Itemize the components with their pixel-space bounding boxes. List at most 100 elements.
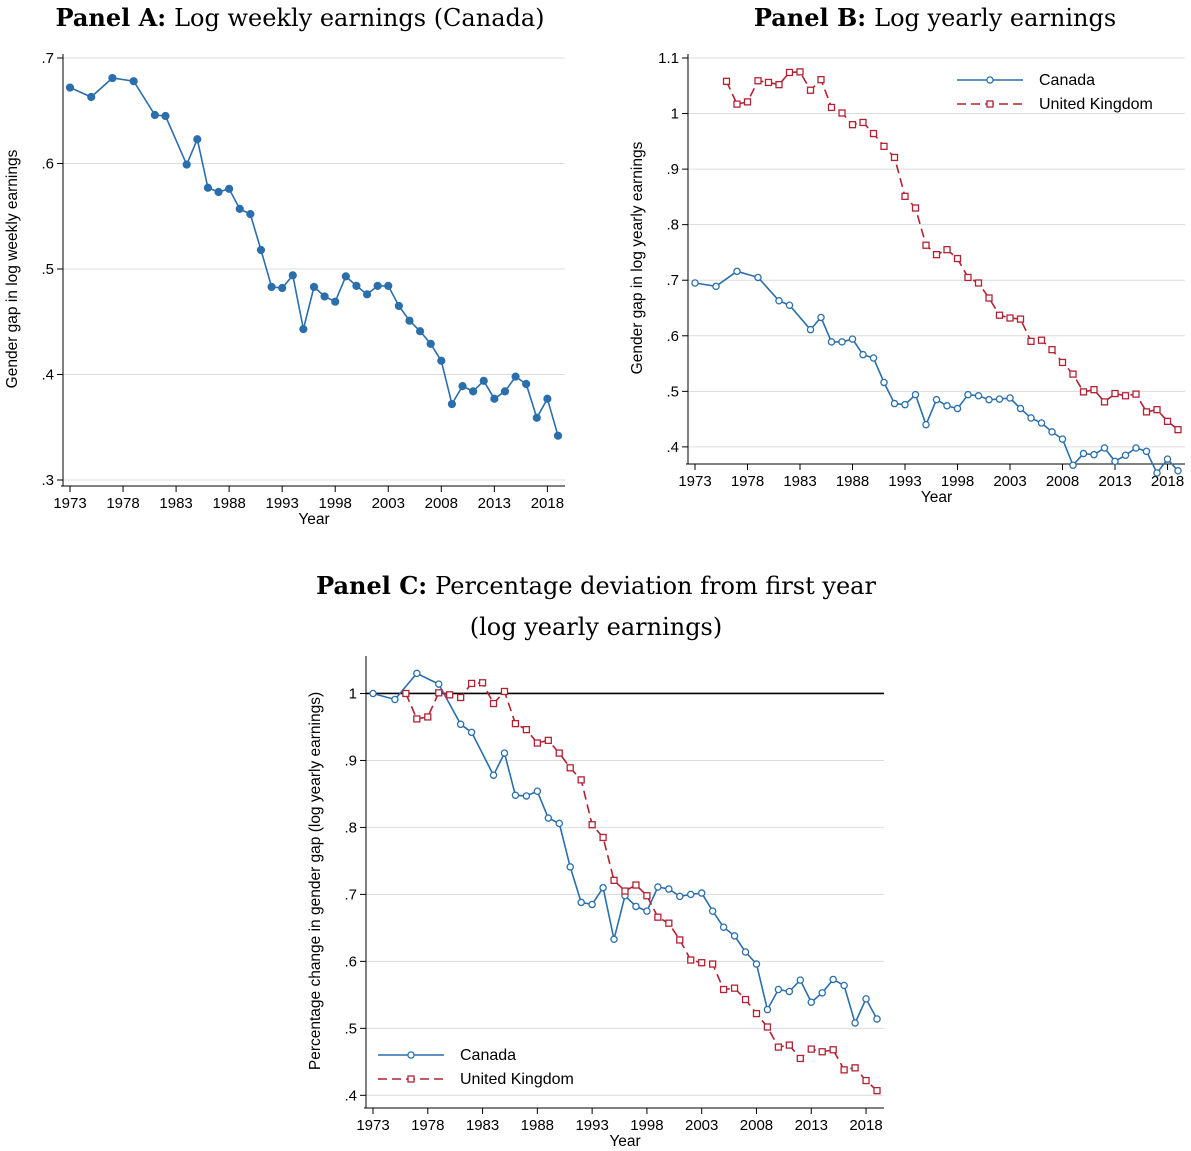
data-point-canada — [1153, 469, 1161, 477]
data-point-canada — [522, 379, 531, 389]
data-point-canada — [869, 354, 878, 362]
data-point-canada — [437, 356, 446, 365]
x-tick-label: 1973 — [356, 1117, 389, 1134]
legend: Canada United Kingdom — [957, 72, 1153, 113]
y-tick-label: 1 — [349, 685, 357, 702]
data-point-canada — [299, 325, 308, 334]
series-canada — [65, 73, 563, 440]
panel-title: Panel A: Log weekly earnings (Canada) — [55, 3, 544, 32]
data-point-canada — [733, 267, 741, 276]
x-tick-label: 2003 — [993, 473, 1026, 490]
data-point-canada — [384, 281, 393, 290]
y-tick-label: .9 — [344, 752, 357, 769]
y-axis-title: Gender gap in log weekly earnings — [4, 149, 21, 388]
y-tick-label: .6 — [41, 156, 54, 173]
legend: Canada United Kingdom — [378, 1047, 574, 1088]
data-point-uk — [851, 1064, 859, 1072]
data-point-uk — [719, 985, 728, 994]
data-point-canada — [1174, 467, 1182, 475]
data-point-canada — [566, 863, 574, 871]
data-point-uk — [424, 713, 432, 721]
data-point-canada — [522, 792, 531, 800]
data-point-canada — [1006, 394, 1014, 402]
data-point-canada — [394, 301, 403, 311]
data-point-canada — [922, 420, 930, 429]
data-point-uk — [544, 736, 552, 745]
data-point-canada — [161, 111, 170, 121]
y-tick-label: 1.1 — [658, 50, 679, 67]
data-point-uk — [588, 821, 596, 829]
legend-label-uk: United Kingdom — [1039, 96, 1153, 113]
data-point-canada — [458, 382, 467, 391]
data-point-uk — [890, 153, 899, 162]
series-line-uk — [405, 681, 878, 1092]
data-point-uk — [1100, 398, 1109, 406]
data-point-canada — [806, 325, 815, 334]
data-point-uk — [1174, 426, 1182, 434]
data-point-canada — [796, 976, 805, 984]
data-point-canada — [500, 387, 510, 396]
data-point-uk — [862, 1076, 870, 1085]
x-tick-label: 2013 — [795, 1117, 828, 1134]
data-point-uk — [533, 739, 541, 747]
data-point-canada — [309, 282, 319, 292]
data-point-canada — [246, 210, 255, 219]
data-point-uk — [599, 833, 607, 842]
data-point-uk — [402, 689, 410, 698]
data-point-canada — [434, 680, 443, 688]
data-point-uk — [964, 273, 972, 282]
y-tick-label: .5 — [41, 261, 54, 278]
data-point-canada — [1079, 449, 1088, 458]
data-point-canada — [341, 272, 350, 281]
data-point-canada — [1016, 404, 1025, 413]
data-point-canada — [774, 985, 783, 994]
series-uk — [402, 679, 881, 1095]
data-point-canada — [1090, 450, 1098, 459]
data-point-uk — [1037, 336, 1046, 344]
data-point-uk — [1090, 386, 1098, 394]
data-point-canada — [1048, 428, 1056, 436]
panel-title-text: Percentage deviation from first year — [435, 572, 876, 600]
data-point-canada — [752, 960, 761, 968]
data-point-uk — [880, 142, 888, 150]
data-point-uk — [775, 81, 783, 89]
panel-title-label: Panel A: — [55, 3, 166, 32]
data-point-uk — [953, 254, 962, 263]
data-point-canada — [256, 245, 266, 255]
data-point-canada — [1132, 444, 1140, 452]
data-point-uk — [932, 251, 941, 259]
data-point-canada — [859, 350, 867, 359]
data-point-canada — [426, 339, 435, 349]
data-point-canada — [785, 301, 794, 309]
data-point-canada — [1142, 447, 1151, 456]
panel-title-text: Log yearly earnings — [874, 4, 1116, 32]
data-point-canada — [577, 898, 585, 907]
data-point-uk — [1048, 346, 1056, 354]
data-point-uk — [1111, 389, 1119, 398]
data-point-canada — [225, 184, 234, 193]
data-point-uk — [974, 279, 983, 287]
data-point-canada — [848, 335, 857, 343]
data-point-uk — [709, 960, 717, 968]
data-point-uk — [741, 995, 750, 1004]
data-point-uk — [911, 204, 920, 212]
data-point-uk — [774, 1043, 783, 1051]
data-point-uk — [796, 1054, 804, 1063]
data-point-canada — [829, 975, 837, 984]
data-point-uk — [733, 100, 741, 108]
x-tick-label: 1988 — [521, 1117, 554, 1134]
series-line-canada — [694, 270, 1179, 475]
x-axis-title: Year — [921, 489, 952, 506]
data-point-uk — [698, 959, 706, 967]
data-point-uk — [796, 68, 804, 76]
data-point-canada — [901, 400, 909, 409]
series-uk — [722, 68, 1182, 434]
data-point-uk — [1163, 417, 1172, 425]
data-point-uk — [511, 719, 520, 728]
data-point-canada — [373, 281, 382, 290]
data-point-canada — [469, 387, 478, 396]
data-point-uk — [1006, 314, 1014, 322]
data-point-canada — [352, 281, 361, 290]
x-tick-label: 2008 — [740, 1117, 773, 1134]
data-point-canada — [1037, 419, 1046, 427]
